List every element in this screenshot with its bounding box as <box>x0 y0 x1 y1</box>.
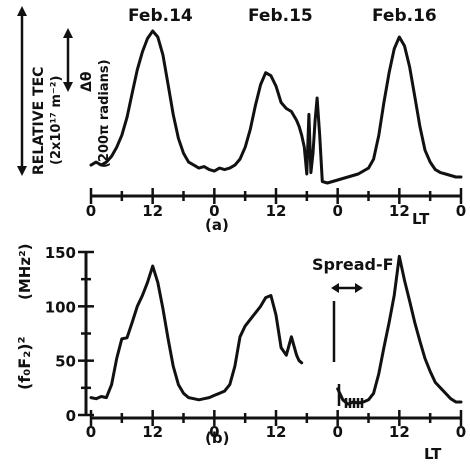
x-tick-label: 12 <box>266 423 287 441</box>
fof2-series-line-1 <box>89 264 304 402</box>
x-tick-label: 0 <box>456 202 466 220</box>
y-tick-label: 0 <box>66 407 76 425</box>
x-tick-label: 0 <box>332 202 342 220</box>
x-tick-label: 12 <box>389 202 410 220</box>
xlabel-b: LT <box>424 445 442 463</box>
x-tick-label: 12 <box>266 202 287 220</box>
ylabel-tec-units: (2x10¹⁷ m⁻²) <box>49 76 64 165</box>
x-tick-label: 0 <box>456 423 466 441</box>
x-tick-label: 0 <box>86 202 96 220</box>
x-tick-label: 12 <box>389 423 410 441</box>
x-axis-a: 0 12 0 12 0 12 0 <box>86 188 466 220</box>
x-tick-label: 0 <box>209 423 219 441</box>
xlabel-a: LT <box>412 210 430 228</box>
y-tick-label: 50 <box>55 353 76 371</box>
y-arrow-phase <box>63 28 73 92</box>
panel-a: Feb.14 Feb.15 Feb.16 RELATIVE TEC (2x10¹… <box>17 6 466 234</box>
x-axis-b: 0 12 0 12 0 12 0 <box>86 410 466 441</box>
x-tick-label: 0 <box>209 202 219 220</box>
x-tick-label: 12 <box>142 202 163 220</box>
panel-label-a: (a) <box>205 216 229 234</box>
fof2-series-line-2 <box>336 254 463 406</box>
tec-series-line <box>89 29 463 185</box>
ylabel-fof2-squared: (f₀F₂)² <box>15 336 34 390</box>
y-tick-label: 100 <box>45 298 76 316</box>
day-label-feb16: Feb.16 <box>372 6 437 26</box>
panel-label-b: (b) <box>205 429 229 447</box>
panel-b: (f₀F₂)² (MHz²) 0 50 100 150 Spread-F 0 12 0 12… <box>15 244 466 464</box>
y-tick-label: 150 <box>45 244 76 262</box>
ylabel-mhz-squared: (MHz²) <box>16 244 34 301</box>
spread-f-arrow <box>331 283 363 293</box>
x-tick-label: 0 <box>86 423 96 441</box>
day-label-feb14: Feb.14 <box>128 6 193 26</box>
y-axis-b: 0 50 100 150 <box>45 244 94 425</box>
ylabel-relative-tec: RELATIVE TEC <box>31 67 47 175</box>
x-tick-label: 12 <box>142 423 163 441</box>
day-label-feb15: Feb.15 <box>248 6 313 26</box>
ylabel-phase-units: (200π radians) <box>97 59 112 168</box>
y-arrow-tec <box>17 6 27 176</box>
x-tick-label: 0 <box>332 423 342 441</box>
spread-f-label: Spread-F <box>312 255 394 274</box>
ylabel-delta-theta: Δθ <box>79 71 95 92</box>
